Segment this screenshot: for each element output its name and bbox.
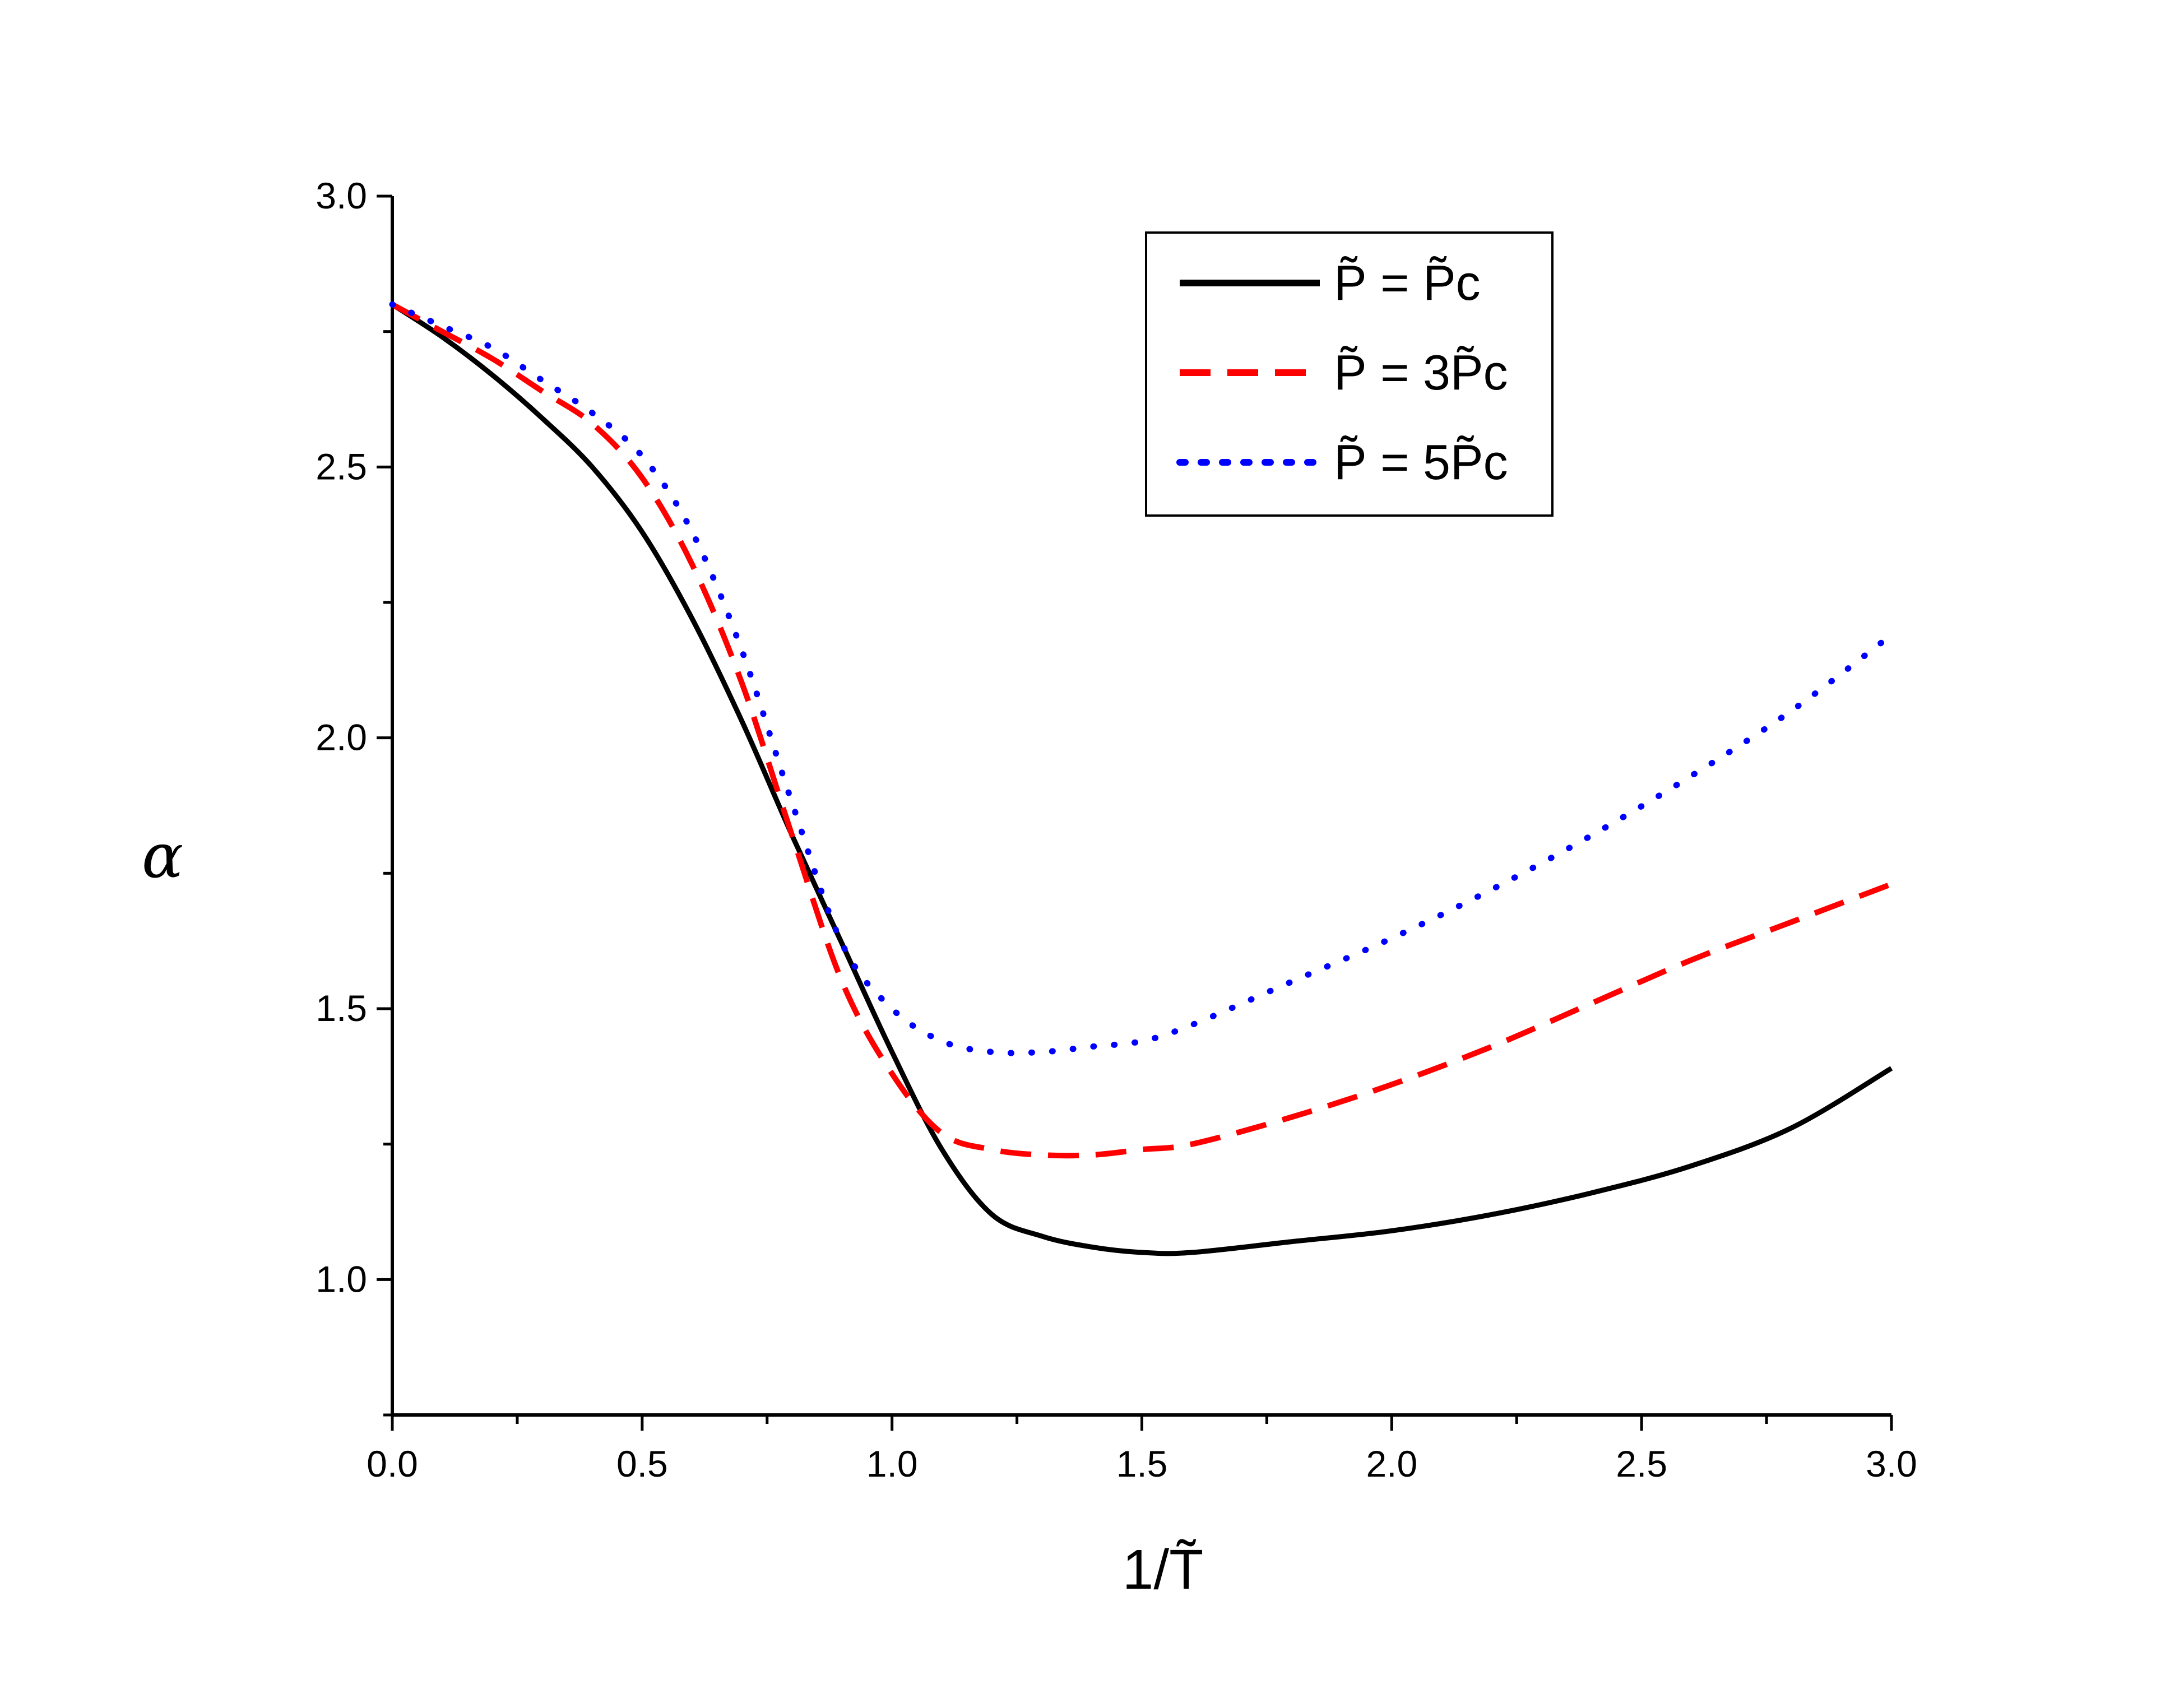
- x-tick-label: 3.0: [1866, 1443, 1917, 1484]
- y-tick-label: 2.0: [316, 717, 367, 758]
- x-tick-label: 0.5: [616, 1443, 668, 1484]
- series-line-1: [391, 302, 1893, 1256]
- y-tick-label: 2.5: [316, 446, 367, 487]
- x-tick-label: 1.5: [1116, 1443, 1168, 1484]
- x-tick-label: 2.0: [1366, 1443, 1417, 1484]
- series-line-3: [389, 301, 1895, 1056]
- legend-label-series-3: P̃ = 5P̃c: [1334, 434, 1508, 490]
- y-tick-label: 1.5: [316, 987, 367, 1029]
- y-axis-title: α: [142, 820, 183, 892]
- series-layer: [389, 301, 1895, 1256]
- legend-label-series-1: P̃ = P̃c: [1334, 255, 1481, 310]
- y-axis: 1.0 1.5 2.0 2.5 3.0: [316, 175, 394, 1417]
- y-tick-label: 1.0: [316, 1258, 367, 1300]
- series-line-2: [391, 301, 1893, 1159]
- x-axis-title: 1/T̃: [1123, 1538, 1203, 1601]
- x-tick-label: 2.5: [1616, 1443, 1667, 1484]
- legend-label-series-2: P̃ = 3P̃c: [1334, 345, 1508, 400]
- x-tick-label: 0.0: [367, 1443, 418, 1484]
- y-tick-label: 3.0: [316, 175, 367, 216]
- legend: P̃ = P̃c P̃ = 3P̃c P̃ = 5P̃c: [1145, 231, 1554, 517]
- x-tick-label: 1.0: [866, 1443, 918, 1484]
- x-axis: 0.0 0.5 1.0 1.5 2.0 2.5 3.0: [367, 1413, 1917, 1484]
